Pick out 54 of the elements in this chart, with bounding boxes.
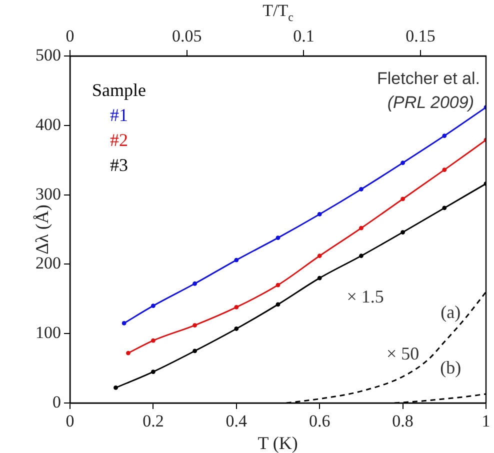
y-tick-label: 400 (36, 114, 61, 134)
annotation: (b) (440, 358, 462, 378)
text: #1 (110, 105, 128, 125)
point (234, 258, 239, 262)
x-tick-label: 0 (66, 412, 74, 431)
x-axis-title: T (K) (258, 433, 298, 453)
x2-tick-label: 0.05 (172, 26, 202, 46)
x-tick-label: 0.8 (392, 412, 414, 431)
y-tick-label: 100 (36, 323, 61, 342)
point (114, 386, 118, 390)
point (359, 226, 364, 230)
x-tick-label: 0.4 (226, 412, 248, 431)
point (400, 230, 405, 234)
y-tick-label: 500 (36, 45, 61, 64)
point (317, 254, 322, 258)
point (359, 187, 364, 192)
point (442, 134, 447, 138)
x2-tick-label: 0.15 (406, 26, 436, 46)
text: #3 (110, 155, 128, 175)
point (192, 281, 197, 286)
annotation: × 1.5 (346, 286, 384, 306)
point (151, 304, 156, 308)
x2-tick-label: 0 (66, 26, 74, 46)
text: #2 (110, 130, 128, 150)
point (126, 350, 130, 356)
point (276, 302, 280, 307)
point (442, 168, 447, 172)
point (276, 236, 280, 240)
point (400, 160, 405, 166)
point (276, 282, 280, 288)
x2-tick-label: 0.1 (293, 26, 314, 46)
y-axis-title: Δλ (Å) (32, 204, 52, 254)
point (192, 323, 197, 328)
point (442, 206, 447, 210)
y-tick-label: 200 (36, 254, 61, 273)
annotation: Fletcher et al. (PRL 2009) (377, 69, 480, 112)
point (122, 320, 126, 326)
point (317, 212, 322, 216)
annotation: (a) (440, 302, 461, 322)
y-tick-label: 0 (52, 392, 61, 412)
point (234, 326, 239, 331)
x-tick-label: 0.6 (308, 412, 330, 431)
point (234, 305, 239, 310)
point (359, 254, 364, 258)
annotation: × 50 (386, 344, 420, 364)
legend-title: Sample (92, 80, 146, 100)
point (151, 370, 156, 374)
x-tick-label: 1 (482, 412, 490, 431)
point (151, 338, 156, 343)
x-tick-label: 0.2 (142, 412, 164, 431)
point (400, 196, 405, 202)
y-tick-label: 300 (36, 184, 61, 204)
point (317, 276, 322, 280)
point (192, 348, 197, 354)
